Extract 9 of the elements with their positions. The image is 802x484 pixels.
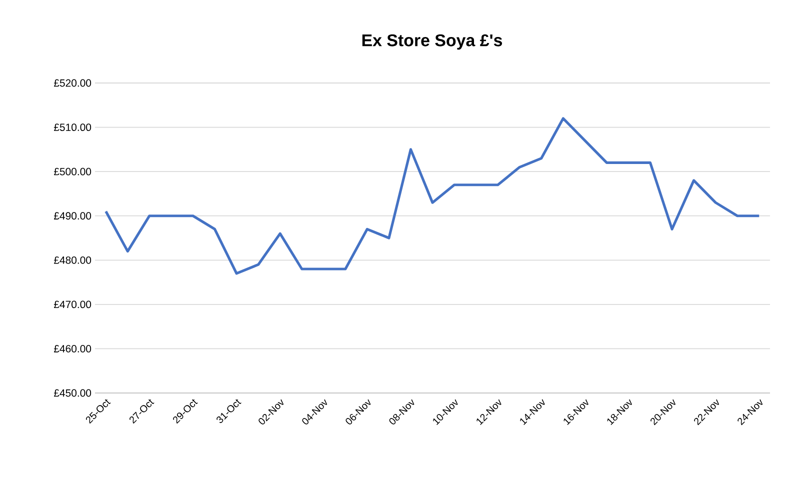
y-tick-label: £500.00: [54, 168, 92, 176]
chart-title: Ex Store Soya £'s: [362, 34, 502, 50]
y-tick-label: £490.00: [54, 212, 92, 220]
y-tick-label: £470.00: [54, 300, 92, 308]
y-tick-label: £480.00: [54, 256, 92, 264]
y-tick-label: £510.00: [54, 124, 92, 131]
y-tick-label: £460.00: [54, 345, 92, 352]
y-tick-label: £450.00: [54, 389, 92, 397]
y-tick-label: £520.00: [54, 79, 92, 87]
